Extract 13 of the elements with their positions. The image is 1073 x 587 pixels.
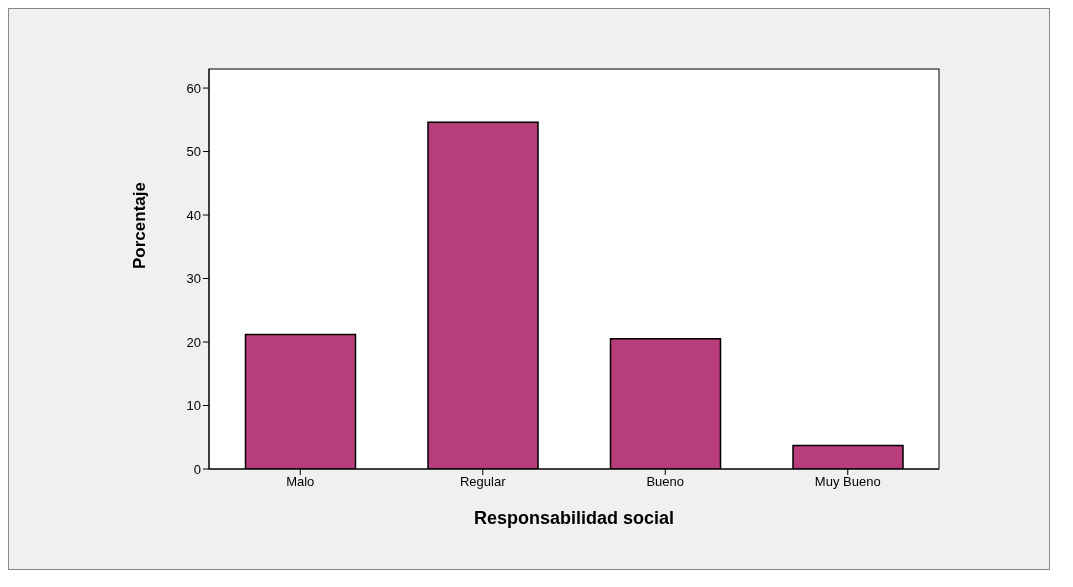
x-tick-label: Muy Bueno <box>814 474 881 490</box>
x-tick-label: Bueno <box>646 474 685 490</box>
x-tick-label: Regular <box>459 474 507 490</box>
y-tick-label: 30 <box>186 271 201 287</box>
y-tick-label: 10 <box>186 398 201 414</box>
x-axis-title: Responsabilidad social <box>473 508 675 528</box>
y-tick-label: 50 <box>186 144 201 160</box>
y-tick-label: 0 <box>193 461 201 477</box>
y-tick-label: 60 <box>186 80 201 96</box>
x-tick-label: Malo <box>286 474 315 490</box>
y-tick-label: 40 <box>186 207 201 223</box>
y-axis-title: Porcentaje <box>130 182 150 269</box>
y-tick-label: 20 <box>186 334 201 350</box>
